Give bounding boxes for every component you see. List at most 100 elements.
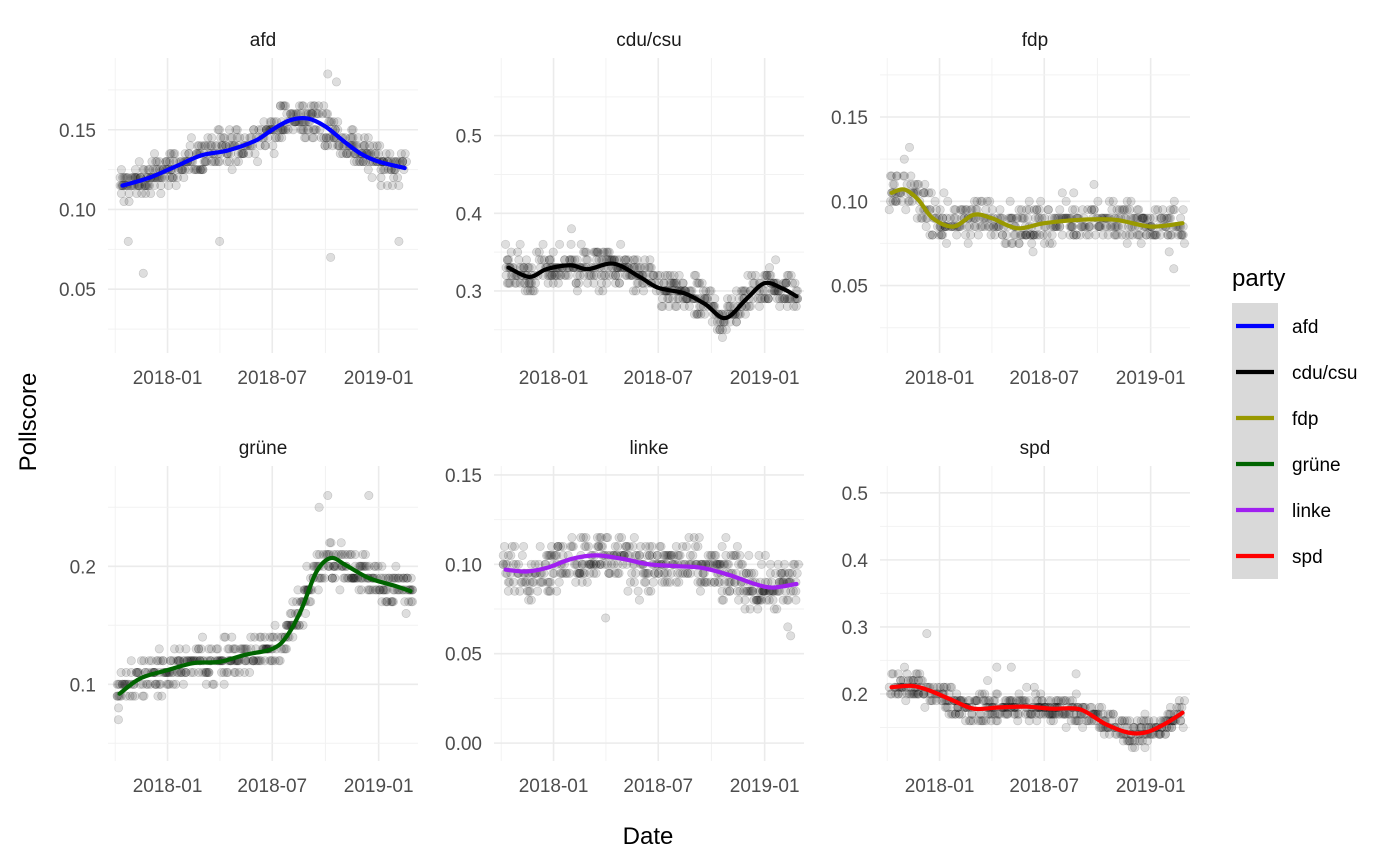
poll-point xyxy=(735,550,745,560)
poll-point xyxy=(563,270,573,280)
poll-point xyxy=(1085,222,1095,232)
poll-point xyxy=(311,109,321,119)
y-tick-label: 0.00 xyxy=(445,734,482,755)
poll-point xyxy=(167,173,177,183)
poll-point xyxy=(321,133,331,143)
poll-point xyxy=(757,559,767,569)
poll-point xyxy=(334,141,344,151)
poll-point xyxy=(309,133,319,143)
poll-point xyxy=(207,141,217,151)
poll-point xyxy=(169,173,179,183)
poll-point xyxy=(270,133,280,143)
poll-point xyxy=(767,577,777,587)
poll-point xyxy=(926,188,936,198)
poll-point xyxy=(279,101,289,111)
x-tick-label: 2019-01 xyxy=(730,368,800,389)
poll-point xyxy=(1178,230,1188,240)
poll-point xyxy=(314,101,324,111)
poll-point xyxy=(614,568,624,578)
poll-point xyxy=(281,101,291,111)
y-tick-label: 0.15 xyxy=(831,108,868,129)
y-axis-title: Pollscore xyxy=(15,373,42,472)
poll-point xyxy=(307,133,317,143)
poll-point xyxy=(212,141,222,151)
poll-point xyxy=(171,181,181,191)
poll-point xyxy=(120,173,130,183)
poll-point xyxy=(363,165,373,175)
poll-point xyxy=(144,165,154,175)
poll-point xyxy=(119,173,129,183)
poll-point xyxy=(198,165,208,175)
poll-point xyxy=(123,173,133,183)
poll-point xyxy=(282,109,292,119)
poll-point xyxy=(1176,213,1186,223)
poll-point xyxy=(939,188,949,198)
poll-point xyxy=(535,541,545,551)
poll-point xyxy=(239,149,249,159)
poll-point xyxy=(906,171,916,181)
poll-point xyxy=(1034,205,1044,215)
poll-point xyxy=(685,568,695,578)
poll-point xyxy=(514,255,524,265)
poll-point xyxy=(943,196,953,206)
smooth-line-grne xyxy=(117,555,413,696)
panel-afd: afd 0.05 0.10 0.15 2018-01 2018-07 2019-01 xyxy=(59,30,418,389)
legend-label: grüne xyxy=(1292,455,1341,476)
poll-point xyxy=(973,230,983,240)
poll-point xyxy=(740,595,750,605)
poll-point xyxy=(545,577,555,587)
poll-point xyxy=(533,586,543,596)
legend-label: linke xyxy=(1292,501,1331,522)
poll-point xyxy=(1126,196,1136,206)
poll-point xyxy=(646,263,656,273)
poll-point xyxy=(375,141,385,151)
poll-point xyxy=(765,559,775,569)
poll-point xyxy=(1023,213,1033,223)
poll-point xyxy=(731,317,741,327)
poll-point xyxy=(647,541,657,551)
poll-point xyxy=(303,125,313,135)
poll-point xyxy=(320,573,330,583)
poll-point xyxy=(209,157,219,167)
poll-point xyxy=(236,149,246,159)
poll-point xyxy=(791,595,801,605)
poll-point xyxy=(325,117,335,127)
poll-point xyxy=(572,286,582,296)
poll-point xyxy=(260,141,270,151)
poll-point xyxy=(779,559,789,569)
poll-point xyxy=(763,294,773,304)
poll-point xyxy=(899,154,909,164)
poll-point xyxy=(219,133,229,143)
poll-point xyxy=(706,286,716,296)
poll-point xyxy=(298,101,308,111)
y-tick-label: 0.4 xyxy=(842,551,869,572)
poll-point xyxy=(364,490,374,500)
poll-point xyxy=(313,585,323,595)
poll-point xyxy=(1169,205,1179,215)
poll-point xyxy=(150,181,160,191)
poll-point xyxy=(222,157,232,167)
poll-point xyxy=(254,125,264,135)
legend: party afd cdu/csu fdp grüne linke spd xyxy=(1232,265,1357,579)
poll-point xyxy=(1028,247,1038,257)
poll-point xyxy=(672,301,682,311)
poll-point xyxy=(342,149,352,159)
poll-point xyxy=(249,125,259,135)
poll-point xyxy=(275,101,285,111)
y-tick-label: 0.1 xyxy=(70,675,96,696)
y-tick-label: 0.10 xyxy=(445,555,482,576)
poll-point xyxy=(992,662,1002,672)
poll-point xyxy=(700,309,710,319)
poll-point xyxy=(681,541,691,551)
poll-point xyxy=(311,125,321,135)
poll-point xyxy=(1043,205,1053,215)
poll-point xyxy=(589,278,599,288)
poll-point xyxy=(309,101,319,111)
poll-point xyxy=(582,577,592,587)
poll-point xyxy=(204,667,214,677)
y-tick-label: 0.5 xyxy=(842,484,868,505)
poll-point xyxy=(321,133,331,143)
poll-point xyxy=(185,141,195,151)
poll-point xyxy=(265,117,275,127)
poll-point xyxy=(1134,205,1144,215)
